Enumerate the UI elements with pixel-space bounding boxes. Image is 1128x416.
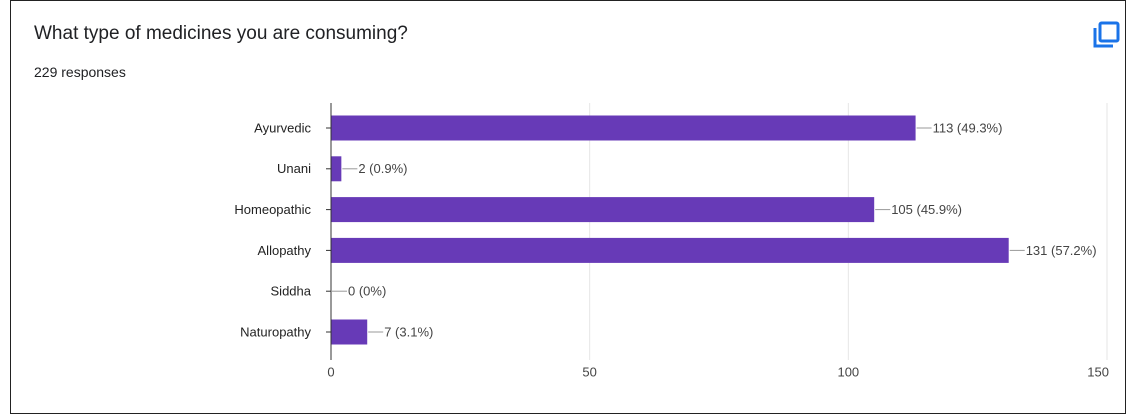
- category-label: Homeopathic: [234, 202, 311, 217]
- data-label: 105 (45.9%): [891, 202, 962, 217]
- x-tick-label: 0: [327, 364, 334, 379]
- chart-axes: [326, 103, 332, 360]
- copy-chart-button[interactable]: [1090, 19, 1122, 51]
- category-label: Ayurvedic: [254, 120, 311, 135]
- bar-allopathy: [331, 237, 1009, 263]
- question-title: What type of medicines you are consuming…: [34, 23, 408, 44]
- category-label: Naturopathy: [240, 324, 311, 339]
- x-tick-label: 50: [582, 364, 596, 379]
- bar-ayurvedic: [331, 115, 916, 141]
- data-label: 131 (57.2%): [1026, 243, 1097, 258]
- chart-labels: 0 50 100 150 Ayurvedic 113 (49.3%) Unani 2 (0.9…: [234, 120, 1109, 379]
- bar-homeopathic: [331, 197, 875, 223]
- x-tick-label: 150: [1087, 364, 1109, 379]
- category-label: Unani: [277, 161, 311, 176]
- bar-unani: [331, 156, 342, 182]
- chart-grid: [589, 103, 1108, 360]
- data-label: 2 (0.9%): [358, 161, 407, 176]
- chart-bars: [331, 115, 1009, 345]
- category-label: Allopathy: [258, 243, 312, 258]
- bar-naturopathy: [331, 319, 368, 345]
- copy-icon: [1093, 21, 1120, 48]
- data-label: 7 (3.1%): [384, 324, 433, 339]
- category-label: Siddha: [271, 284, 312, 299]
- data-label: 113 (49.3%): [933, 120, 1003, 135]
- data-label: 0 (0%): [348, 284, 386, 299]
- x-tick-label: 100: [837, 364, 859, 379]
- response-count: 229 responses: [34, 64, 126, 80]
